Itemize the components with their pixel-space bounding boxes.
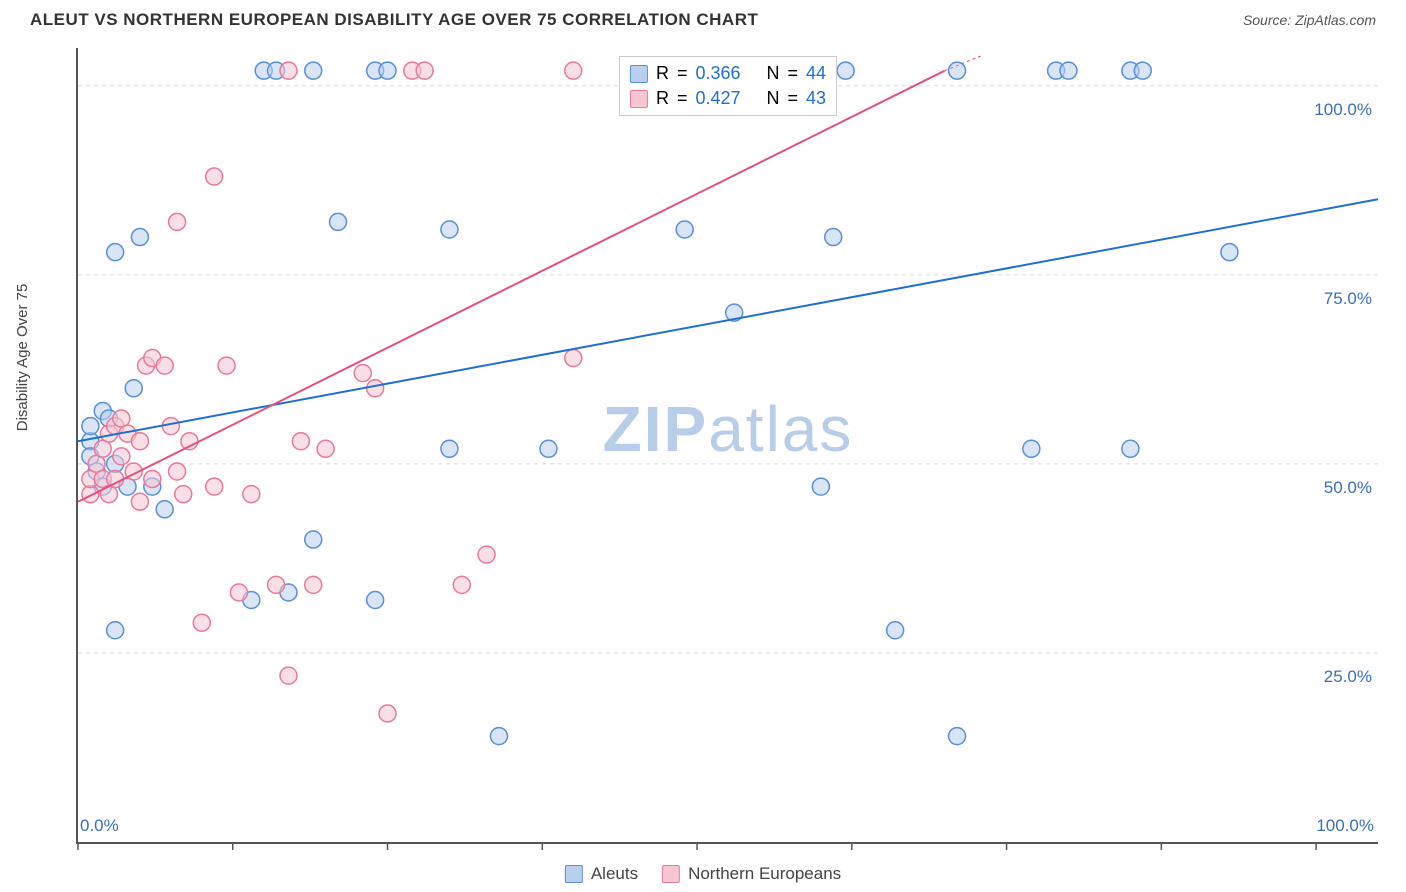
y-axis-label: Disability Age Over 75 — [14, 284, 31, 432]
legend-eq: = — [677, 63, 688, 84]
swatch-northern — [630, 90, 648, 108]
legend-r-label: R — [656, 88, 669, 109]
legend-r-value-1: 0.427 — [695, 88, 740, 109]
correlation-legend: R = 0.366 N = 44 R = 0.427 N = 43 — [619, 56, 837, 116]
legend-eq: = — [788, 88, 799, 109]
y-tick-label: 50.0% — [1324, 478, 1372, 498]
legend-label-aleuts: Aleuts — [591, 864, 638, 884]
legend-n-label: N — [767, 88, 780, 109]
legend-label-northern: Northern Europeans — [688, 864, 841, 884]
chart-container: Disability Age Over 75 ZIPatlas R = 0.36… — [28, 48, 1378, 844]
series-legend: Aleuts Northern Europeans — [565, 864, 841, 884]
x-end-label: 100.0% — [1316, 816, 1374, 836]
source-attribution: Source: ZipAtlas.com — [1243, 12, 1376, 28]
chart-svg — [78, 48, 1378, 842]
chart-title: ALEUT VS NORTHERN EUROPEAN DISABILITY AG… — [30, 10, 758, 30]
legend-eq: = — [677, 88, 688, 109]
swatch-aleuts — [565, 865, 583, 883]
legend-r-label: R — [656, 63, 669, 84]
legend-item-aleuts: Aleuts — [565, 864, 638, 884]
swatch-aleuts — [630, 65, 648, 83]
legend-row-northern: R = 0.427 N = 43 — [630, 86, 826, 111]
y-tick-label: 100.0% — [1314, 100, 1372, 120]
plot-area: ZIPatlas R = 0.366 N = 44 R = 0.427 N — [76, 48, 1378, 844]
legend-n-value-1: 43 — [806, 88, 826, 109]
legend-row-aleuts: R = 0.366 N = 44 — [630, 61, 826, 86]
legend-n-value-0: 44 — [806, 63, 826, 84]
y-tick-label: 75.0% — [1324, 289, 1372, 309]
legend-r-value-0: 0.366 — [695, 63, 740, 84]
legend-n-label: N — [767, 63, 780, 84]
x-start-label: 0.0% — [80, 816, 119, 836]
legend-eq: = — [788, 63, 799, 84]
legend-item-northern: Northern Europeans — [662, 864, 841, 884]
swatch-northern — [662, 865, 680, 883]
y-tick-label: 25.0% — [1324, 667, 1372, 687]
